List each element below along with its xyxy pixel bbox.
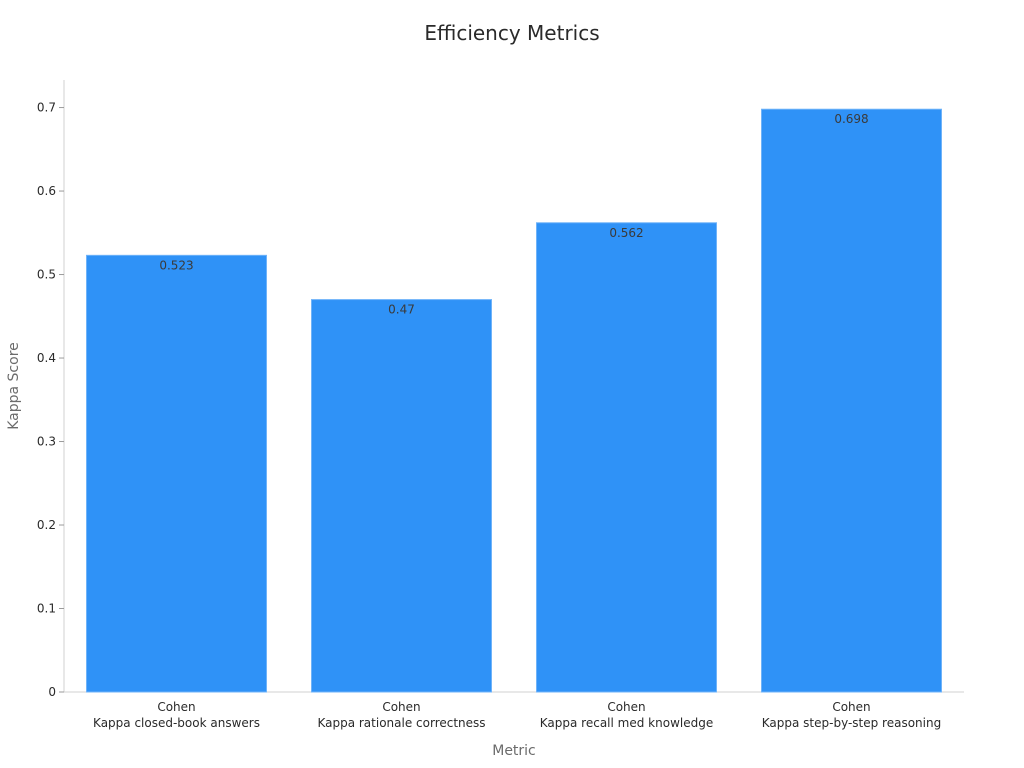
chart-title: Efficiency Metrics <box>424 21 599 45</box>
bar <box>536 222 717 693</box>
y-tick-label: 0 <box>48 685 56 699</box>
bar-value-label: 0.523 <box>159 258 193 272</box>
bar <box>311 299 492 693</box>
bar-value-label: 0.47 <box>388 303 415 317</box>
bar-value-label: 0.562 <box>609 226 643 240</box>
y-tick-label: 0.2 <box>37 518 56 532</box>
y-tick-label: 0.4 <box>37 351 56 365</box>
bar <box>761 108 942 693</box>
y-axis-ticks: 0 0.1 0.2 0.3 0.4 0.5 0.6 0.7 <box>37 101 64 699</box>
y-tick-label: 0.6 <box>37 184 56 198</box>
x-category-label: Kappa rationale correctness <box>317 716 485 730</box>
bars: 0.523 0.47 0.562 0.698 <box>86 108 942 693</box>
y-axis-title: Kappa Score <box>6 342 22 430</box>
x-category-label: Cohen <box>157 700 195 714</box>
bar-value-label: 0.698 <box>834 112 868 126</box>
x-category-label: Kappa recall med knowledge <box>540 716 713 730</box>
x-category-label: Kappa step-by-step reasoning <box>762 716 941 730</box>
y-tick-label: 0.1 <box>37 602 56 616</box>
category-labels: Cohen Kappa closed-book answers Cohen Kappa… <box>93 700 941 730</box>
x-category-label: Cohen <box>832 700 870 714</box>
bar <box>86 254 267 693</box>
y-tick-label: 0.5 <box>37 268 56 282</box>
y-tick-label: 0.7 <box>37 101 56 115</box>
x-category-label: Cohen <box>382 700 420 714</box>
y-tick-label: 0.3 <box>37 435 56 449</box>
x-axis-title: Metric <box>492 743 536 759</box>
x-category-label: Cohen <box>607 700 645 714</box>
x-category-label: Kappa closed-book answers <box>93 716 260 730</box>
